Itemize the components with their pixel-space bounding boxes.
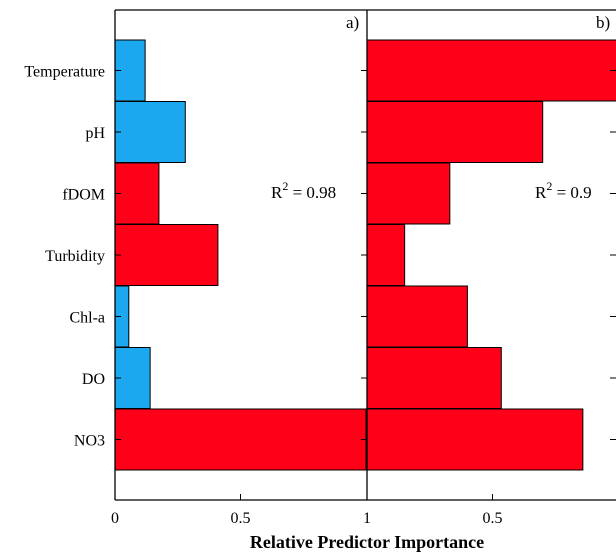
- bar-b-temperature: [366, 39, 616, 102]
- bar-b-chl-a: [366, 285, 468, 348]
- x-tick-label-a-1: 0.5: [231, 510, 251, 527]
- panel-b-label: b): [596, 13, 610, 32]
- x-tick-label-b-1: 0.5: [483, 510, 503, 527]
- bar-b-ph: [366, 101, 544, 163]
- category-label-do: DO: [82, 371, 105, 388]
- bar-a-fdom: [114, 162, 160, 225]
- bars-layer: [114, 39, 616, 471]
- bar-b-turbidity: [366, 224, 406, 286]
- bar-a-ph: [114, 101, 186, 163]
- bar-a-no3: [114, 408, 367, 471]
- category-label-temperature: Temperature: [24, 64, 105, 81]
- x-tick-label-a-0: 0: [111, 510, 119, 527]
- x-tick-label-b-0: 1: [363, 510, 371, 527]
- bar-a-turbidity: [114, 224, 219, 286]
- category-label-turbidity: Turbidity: [45, 248, 105, 265]
- bar-b-fdom: [366, 162, 451, 225]
- bar-b-no3: [366, 408, 584, 471]
- r2-annotation-a: R2 = 0.98: [271, 179, 336, 202]
- category-label-fdom: fDOM: [62, 187, 105, 204]
- category-label-no3: NO3: [74, 433, 105, 450]
- category-label-ph: pH: [85, 125, 105, 142]
- panel-a-label: a): [346, 13, 359, 32]
- r2-annotation-b: R2 = 0.9: [535, 179, 592, 202]
- category-label-chl-a: Chl-a: [69, 310, 105, 327]
- bar-b-do: [366, 347, 502, 409]
- axes-layer: 0 0.5 1 0.5 Temperature pH fDOM Turbidity Chl-a D…: [24, 9, 616, 527]
- x-axis-title: Relative Predictor Importance: [250, 532, 484, 552]
